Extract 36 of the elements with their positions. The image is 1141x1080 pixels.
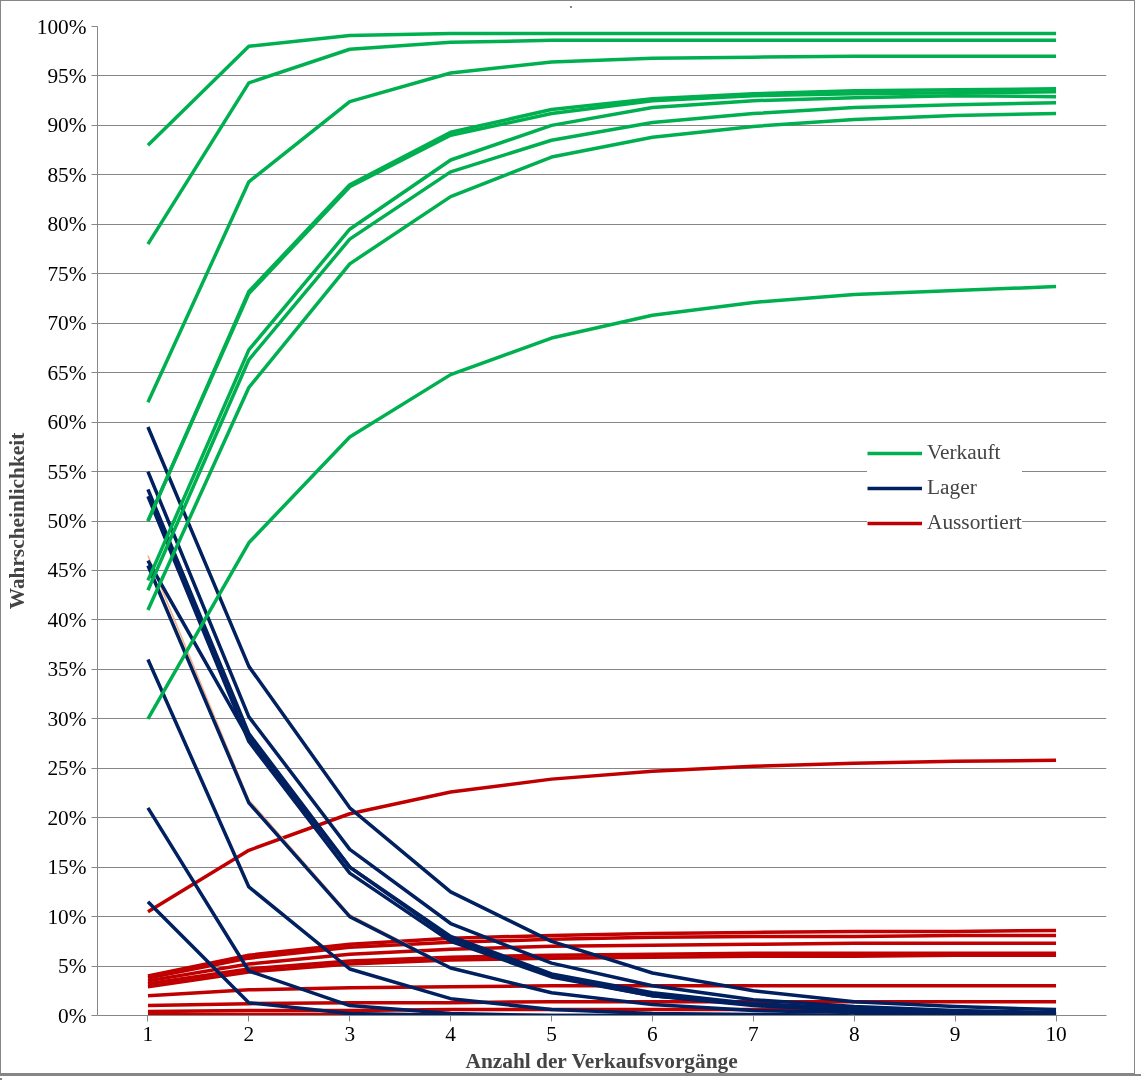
legend-label: Verkauft [927,440,1001,465]
x-tick-label: 3 [344,1021,356,1046]
y-tick-label: 55% [47,459,87,484]
y-tick-label: 5% [58,954,87,979]
y-axis-title: Wahrscheinlichkeit [4,431,29,610]
y-tick-label: 100% [36,14,87,39]
x-tick-label: 4 [445,1021,457,1046]
x-tick-label: 6 [647,1021,659,1046]
legend-label: Lager [927,475,977,500]
y-tick-label: 40% [47,607,87,632]
y-tick-label: 35% [47,657,87,682]
y-tick-label: 85% [47,162,87,187]
y-tick-label: 10% [47,904,87,929]
y-tick-label: 25% [47,756,87,781]
y-tick-label: 45% [47,558,87,583]
x-axis-title: Anzahl der Verkaufsvorgänge [465,1048,738,1073]
y-tick-label: 60% [47,410,87,435]
y-tick-label: 15% [47,855,87,880]
y-tick-label: 0% [58,1003,87,1028]
y-tick-label: 95% [47,63,87,88]
y-tick-label: 50% [47,509,87,533]
y-tick-label: 90% [47,113,87,138]
y-tick-label: 20% [47,805,87,830]
legend-label: Aussortiert [927,510,1022,535]
y-tick-label: 30% [47,706,87,731]
x-tick-label: 9 [949,1021,961,1046]
y-tick-label: 70% [47,311,87,336]
x-tick-label: 10 [1045,1021,1067,1046]
x-tick-label: 7 [748,1021,760,1046]
y-tick-label: 80% [47,212,87,237]
x-tick-label: 8 [848,1021,860,1046]
y-tick-label: 65% [47,360,87,385]
x-tick-label: 5 [546,1021,557,1046]
x-tick-label: 1 [142,1021,154,1046]
y-tick-label: 75% [47,261,87,286]
x-tick-label: 2 [243,1021,255,1046]
